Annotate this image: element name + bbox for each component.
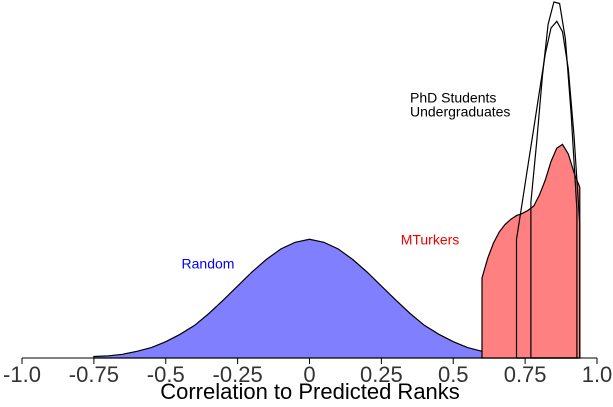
series-label: MTurkers [401,232,460,248]
x-tick-label: 0.25 [360,362,403,387]
density-area [515,20,581,359]
x-tick-label: 0 [303,362,315,387]
x-tick-label: 0.5 [438,362,469,387]
density-area [93,238,526,359]
series-label: PhD Students [410,90,496,106]
x-tick-label: -1.0 [3,362,41,387]
x-tick-label: -0.25 [213,362,263,387]
x-tick-label: 0.75 [504,362,547,387]
series-label: Undergraduates [410,104,510,120]
series-label: Random [182,256,235,272]
x-axis-label: Correlation to Predicted Ranks [160,379,460,404]
x-tick-label: 1.0 [582,362,613,387]
x-tick-label: -0.75 [69,362,119,387]
x-tick-label: -0.5 [147,362,185,387]
